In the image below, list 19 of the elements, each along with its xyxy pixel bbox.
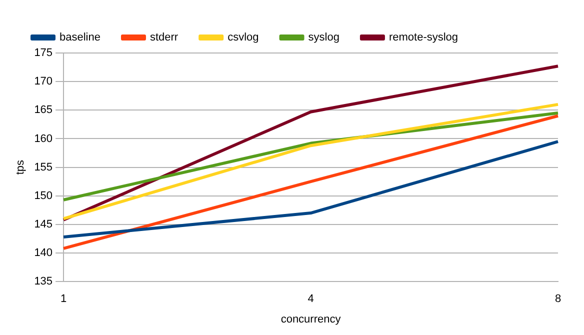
x-tick-label: 4 <box>308 293 314 306</box>
legend-label: baseline <box>60 32 100 44</box>
x-tick-label: 8 <box>554 293 562 306</box>
legend-label: syslog <box>308 32 340 44</box>
y-tick-label: 160 <box>34 132 53 145</box>
x-tick-label: 1 <box>60 293 67 306</box>
y-tick-label: 175 <box>34 47 53 60</box>
y-tick-label: 140 <box>34 247 53 260</box>
legend-label: csvlog <box>228 32 259 44</box>
y-axis-title: tps <box>14 159 27 175</box>
y-tick-label: 155 <box>34 161 53 174</box>
y-tick-label: 150 <box>34 190 53 202</box>
y-tick-label: 170 <box>34 76 53 88</box>
legend-label: stderr <box>150 32 178 44</box>
x-axis-title: concurrency <box>280 313 342 326</box>
y-tick-label: 165 <box>34 104 53 116</box>
y-tick-label: 135 <box>34 276 53 288</box>
y-tick-label: 145 <box>34 218 53 230</box>
legend-label: remote-syslog <box>388 32 458 44</box>
